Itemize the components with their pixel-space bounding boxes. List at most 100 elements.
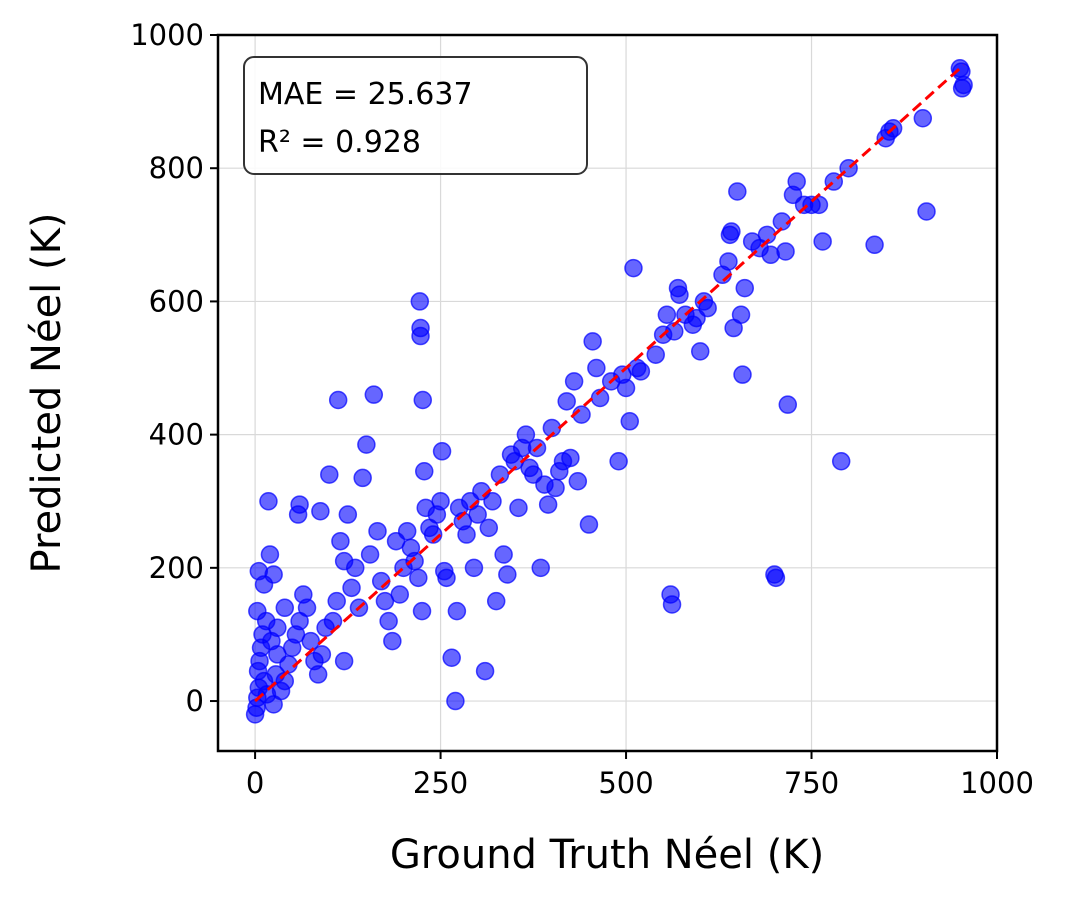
data-point [787, 172, 806, 191]
data-point [670, 285, 689, 305]
data-point [468, 505, 487, 524]
data-point [437, 568, 456, 588]
data-point [447, 601, 467, 621]
y-axis-ticks: 0 200 400 600 800 1000 [130, 18, 218, 718]
data-point [498, 565, 517, 584]
data-point [431, 491, 450, 511]
data-point [334, 651, 354, 671]
data-point [457, 525, 476, 544]
data-point [397, 521, 417, 541]
data-point [516, 425, 536, 444]
data-point [483, 491, 502, 511]
data-point [583, 332, 602, 351]
data-point [390, 585, 410, 604]
data-point [432, 442, 452, 461]
data-point [308, 665, 328, 684]
data-point [579, 515, 599, 534]
data-point [409, 568, 428, 588]
data-point [561, 448, 580, 468]
data-point [353, 468, 372, 488]
data-point [357, 435, 376, 454]
data-point [631, 362, 651, 381]
data-point [624, 258, 643, 278]
data-point [360, 545, 380, 564]
x-tick-label: 500 [598, 766, 653, 800]
data-point [564, 372, 584, 391]
data-point [620, 412, 640, 431]
data-point [411, 326, 430, 346]
data-point [260, 545, 280, 564]
y-tick-label: 0 [186, 684, 204, 718]
data-point [442, 648, 461, 668]
data-point [831, 452, 851, 471]
data-point [414, 462, 434, 481]
metrics-box: MAE = 25.637 R² = 0.928 [243, 56, 588, 175]
y-tick-label: 200 [149, 551, 204, 585]
data-point [698, 298, 717, 318]
data-point [722, 222, 741, 241]
data-point [690, 342, 710, 361]
data-point [546, 478, 565, 498]
data-point [410, 292, 430, 311]
data-point [379, 611, 398, 631]
data-point [290, 495, 309, 514]
data-point [446, 691, 465, 711]
data-point [268, 618, 287, 638]
identity-reference-line [254, 63, 965, 703]
x-axis-label: Ground Truth Néel (K) [390, 832, 824, 878]
data-point [338, 505, 358, 524]
data-point [776, 242, 795, 261]
x-tick-label: 250 [413, 766, 468, 800]
metrics-box-border [243, 56, 588, 175]
data-point [383, 631, 402, 651]
data-point [312, 645, 332, 664]
data-point [486, 591, 506, 611]
x-axis-ticks: 0 250 500 750 1000 [246, 751, 1034, 800]
data-point [327, 591, 346, 611]
r2-text: R² = 0.928 [258, 125, 421, 160]
y-tick-label: 400 [149, 418, 204, 452]
data-point [865, 235, 884, 255]
data-point [311, 501, 330, 521]
data-point [731, 305, 751, 324]
data-point [657, 305, 677, 324]
data-point [719, 252, 738, 271]
data-point [557, 392, 576, 411]
data-point [531, 558, 550, 578]
data-point [368, 521, 387, 541]
data-point [813, 232, 832, 251]
data-point [761, 245, 780, 265]
data-point [479, 518, 499, 538]
data-point [364, 385, 384, 404]
x-tick-label: 750 [784, 766, 839, 800]
data-point [646, 345, 665, 364]
data-point [328, 390, 348, 410]
y-tick-label: 800 [149, 151, 204, 185]
data-point [735, 278, 755, 298]
data-point [913, 109, 933, 128]
data-point [766, 568, 786, 588]
data-point [662, 595, 682, 614]
data-point [609, 452, 628, 471]
data-points [245, 59, 973, 724]
data-point [494, 545, 513, 564]
data-point [264, 565, 283, 584]
data-point [568, 472, 588, 491]
x-tick-label: 1000 [960, 766, 1034, 800]
mae-text: MAE = 25.637 [258, 77, 473, 112]
data-point [917, 202, 936, 221]
data-point [778, 395, 798, 414]
data-point [297, 598, 317, 618]
data-point [331, 531, 350, 551]
plot-frame [216, 33, 999, 753]
data-point [346, 558, 365, 578]
data-point [412, 601, 432, 621]
y-tick-label: 1000 [130, 18, 204, 52]
x-tick-label: 0 [246, 766, 264, 800]
data-point [259, 491, 278, 511]
data-point [509, 498, 528, 518]
data-point [342, 578, 361, 598]
data-point [728, 182, 747, 201]
y-tick-label: 600 [149, 284, 204, 318]
